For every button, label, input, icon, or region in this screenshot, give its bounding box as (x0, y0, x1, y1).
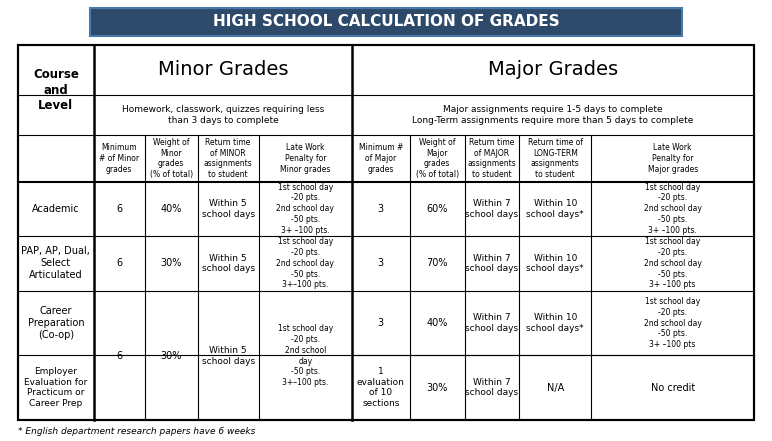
Text: Within 5
school days: Within 5 school days (201, 254, 255, 273)
Text: 1st school day
-20 pts.
2nd school
day
-50 pts.
3+–100 pts.: 1st school day -20 pts. 2nd school day -… (278, 324, 333, 387)
Text: HIGH SCHOOL CALCULATION OF GRADES: HIGH SCHOOL CALCULATION OF GRADES (213, 15, 559, 30)
Text: Homework, classwork, quizzes requiring less
than 3 days to complete: Homework, classwork, quizzes requiring l… (122, 105, 324, 125)
Text: 6: 6 (116, 258, 122, 269)
Text: Minimum
# of Minor
grades: Minimum # of Minor grades (99, 143, 139, 174)
Text: * English department research papers have 6 weeks: * English department research papers hav… (18, 427, 256, 436)
Text: Weight of
Minor
grades
(% of total): Weight of Minor grades (% of total) (150, 138, 193, 179)
Text: 40%: 40% (426, 318, 448, 328)
Text: Major assignments require 1-5 days to complete
Long-Term assignments require mor: Major assignments require 1-5 days to co… (412, 105, 694, 125)
Text: N/A: N/A (547, 382, 564, 392)
Text: Late Work
Penalty for
Minor grades: Late Work Penalty for Minor grades (280, 143, 330, 174)
Text: Weight of
Major
grades
(% of total): Weight of Major grades (% of total) (415, 138, 459, 179)
Text: 1
evaluation
of 10
sections: 1 evaluation of 10 sections (357, 367, 405, 408)
Bar (18, 45, 754, 420)
Text: 6: 6 (116, 204, 122, 214)
Text: 30%: 30% (161, 258, 181, 269)
Text: Late Work
Penalty for
Major grades: Late Work Penalty for Major grades (648, 143, 698, 174)
Text: 1st school day
-20 pts.
2nd school day
-50 pts.
3+–100 pts.: 1st school day -20 pts. 2nd school day -… (276, 237, 334, 289)
Text: Return time of
LONG-TERM
assignments
to student: Return time of LONG-TERM assignments to … (528, 138, 583, 179)
Text: Return time
of MAJOR
assignments
to student: Return time of MAJOR assignments to stud… (468, 138, 516, 179)
Text: 3: 3 (378, 258, 384, 269)
Text: Minor Grades: Minor Grades (157, 60, 288, 79)
Text: 40%: 40% (161, 204, 181, 214)
Text: Course
and
Level: Course and Level (33, 68, 79, 112)
Text: Within 5
school days: Within 5 school days (201, 199, 255, 219)
Text: Within 10
school days*: Within 10 school days* (527, 254, 584, 273)
Text: Within 5
school days: Within 5 school days (201, 346, 255, 366)
Bar (90, 8, 682, 36)
Text: 30%: 30% (161, 351, 181, 361)
Text: Within 10
school days*: Within 10 school days* (527, 314, 584, 333)
Text: 1st school day
-20 pts.
2nd school day
-50 pts.
3+ –100 pts.: 1st school day -20 pts. 2nd school day -… (276, 183, 334, 235)
Text: 1st school day
-20 pts.
2nd school day
-50 pts.
3+ –100 pts: 1st school day -20 pts. 2nd school day -… (644, 297, 702, 349)
Text: 6: 6 (116, 351, 122, 361)
Text: 3: 3 (378, 318, 384, 328)
Text: 30%: 30% (426, 382, 448, 392)
Text: 1st school day
-20 pts.
2nd school day
-50 pts.
3+ –100 pts: 1st school day -20 pts. 2nd school day -… (644, 237, 702, 289)
Text: Within 7
school days: Within 7 school days (466, 254, 519, 273)
Text: 60%: 60% (426, 204, 448, 214)
Text: 70%: 70% (426, 258, 448, 269)
Text: Return time
of MINOR
assignments
to student: Return time of MINOR assignments to stud… (204, 138, 252, 179)
Text: Within 7
school days: Within 7 school days (466, 377, 519, 397)
Text: Academic: Academic (32, 204, 80, 214)
Text: PAP, AP, Dual,
Select
Articulated: PAP, AP, Dual, Select Articulated (22, 247, 90, 280)
Text: Within 10
school days*: Within 10 school days* (527, 199, 584, 219)
Text: Within 7
school days: Within 7 school days (466, 314, 519, 333)
Text: Minimum #
of Major
grades: Minimum # of Major grades (359, 143, 403, 174)
Text: Career
Preparation
(Co-op): Career Preparation (Co-op) (28, 306, 84, 340)
Bar (90, 8, 682, 36)
Text: 1st school day
-20 pts.
2nd school day
-50 pts.
3+ –100 pts.: 1st school day -20 pts. 2nd school day -… (644, 183, 702, 235)
Text: Within 7
school days: Within 7 school days (466, 199, 519, 219)
Text: 3: 3 (378, 204, 384, 214)
Text: No credit: No credit (651, 382, 695, 392)
Text: Major Grades: Major Grades (488, 60, 618, 79)
Bar (18, 45, 754, 420)
Text: Employer
Evaluation for
Practicum or
Career Prep: Employer Evaluation for Practicum or Car… (24, 367, 87, 408)
